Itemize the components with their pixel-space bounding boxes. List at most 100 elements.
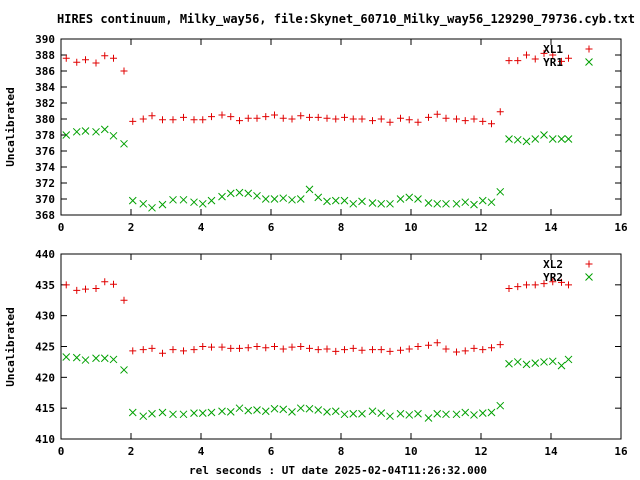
cross-point — [442, 410, 450, 419]
plus-point — [369, 346, 376, 354]
plus-point — [279, 345, 287, 353]
legend-marker — [585, 273, 593, 281]
legend-marker — [585, 260, 593, 268]
x-tick-label: 2 — [128, 221, 135, 234]
y-tick-label: 390 — [35, 33, 55, 46]
plus-point — [169, 346, 177, 354]
y-tick-label: 425 — [35, 341, 55, 354]
x-tick-label: 6 — [268, 221, 275, 234]
y-tick-label: 372 — [35, 177, 55, 190]
x-axis-label: rel seconds : UT date 2025-02-04T11:26:3… — [189, 464, 487, 477]
cross-point — [368, 199, 377, 207]
cross-point — [279, 405, 288, 414]
cross-point — [386, 199, 394, 208]
cross-point — [92, 354, 100, 363]
cross-point — [487, 198, 496, 207]
cross-point — [478, 196, 487, 205]
y-tick-label: 374 — [35, 161, 55, 174]
plus-point — [531, 55, 539, 63]
cross-point — [244, 189, 253, 198]
plus-point — [120, 67, 128, 75]
cross-point — [207, 408, 216, 417]
legend-label: YR2 — [543, 271, 563, 284]
x-tick-label: 0 — [58, 221, 65, 234]
cross-point — [198, 409, 207, 417]
cross-point — [405, 193, 414, 202]
plus-point — [505, 285, 513, 293]
y-tick-label: 378 — [35, 129, 55, 142]
plus-point — [236, 344, 243, 352]
x-tick-label: 10 — [404, 445, 417, 458]
cross-point — [405, 411, 414, 419]
cross-point — [368, 407, 377, 416]
legend-marker — [585, 45, 593, 53]
plus-point — [139, 115, 147, 123]
plus-point — [139, 346, 147, 354]
plus-point — [190, 346, 198, 354]
plus-point — [314, 346, 322, 354]
top-y-axis-label: Uncalibrated — [4, 87, 17, 166]
plus-point — [386, 118, 394, 126]
cross-point — [314, 406, 323, 414]
plus-point — [101, 52, 109, 60]
cross-point — [72, 127, 81, 136]
plus-point — [227, 113, 235, 121]
cross-point — [386, 412, 394, 421]
plus-point — [496, 341, 504, 349]
plus-point — [169, 116, 177, 124]
plus-point — [558, 278, 565, 286]
cross-point — [564, 135, 573, 143]
cross-point — [81, 127, 90, 135]
cross-point — [323, 197, 331, 206]
plus-point — [453, 115, 460, 123]
plus-point — [92, 59, 100, 67]
cross-point — [496, 401, 505, 410]
top-panel: Uncalibrated 368 370 372 374 376 378 380 382 384… — [4, 33, 628, 234]
cross-point — [139, 199, 148, 208]
cross-point — [198, 199, 207, 208]
plus-point — [540, 280, 548, 288]
plus-point — [461, 347, 469, 355]
plus-point — [82, 285, 89, 293]
cross-point — [288, 195, 296, 204]
plus-point — [549, 278, 557, 286]
x-tick-label: 4 — [198, 445, 205, 458]
cross-point — [478, 409, 487, 417]
plus-point — [479, 346, 487, 354]
cross-point — [62, 131, 71, 139]
plus-point — [405, 116, 413, 124]
plus-point — [73, 58, 81, 66]
cross-point — [305, 185, 314, 194]
plus-point — [549, 51, 557, 59]
cross-point — [557, 135, 566, 143]
plus-point — [297, 343, 305, 350]
plus-point — [377, 346, 385, 354]
cross-point — [261, 195, 270, 203]
x-tick-label: 0 — [58, 445, 65, 458]
cross-point — [296, 195, 305, 203]
cross-point — [100, 354, 109, 363]
cross-point — [235, 404, 244, 413]
cross-point — [377, 199, 386, 208]
cross-point — [270, 195, 279, 203]
cross-point — [235, 188, 244, 197]
plus-point — [523, 281, 530, 289]
plus-point — [159, 349, 166, 357]
plus-point — [62, 281, 70, 289]
bottom-y-axis-label: Uncalibrated — [4, 307, 17, 386]
cross-point — [218, 407, 226, 416]
cross-point — [305, 404, 314, 413]
cross-point — [564, 355, 573, 364]
plus-point — [199, 343, 207, 350]
plus-point — [514, 57, 522, 65]
cross-point — [358, 197, 366, 206]
cross-point — [531, 359, 540, 368]
cross-point — [72, 353, 81, 362]
cross-point — [314, 193, 323, 202]
x-tick-label: 16 — [614, 445, 628, 458]
x-tick-label: 8 — [338, 221, 345, 234]
cross-point — [109, 131, 118, 140]
plus-point — [199, 116, 207, 124]
plus-point — [496, 108, 504, 116]
